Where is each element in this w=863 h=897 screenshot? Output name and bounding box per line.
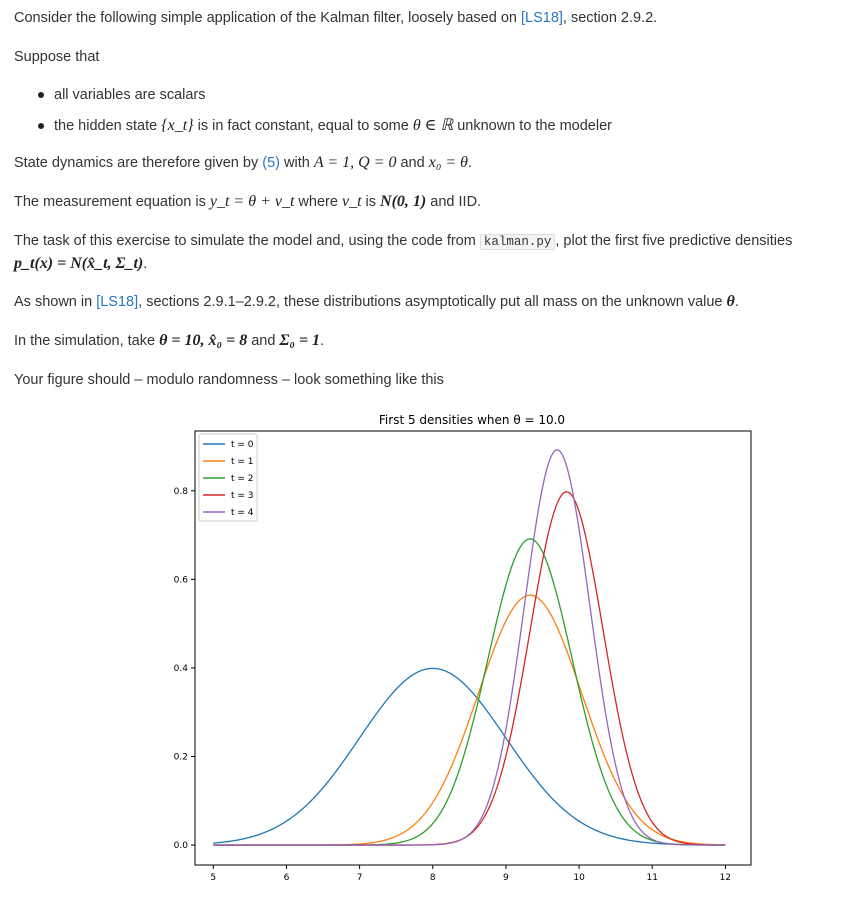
simulation-paragraph: In the simulation, take θ = 10, x̂₀ = 8 … <box>14 331 324 351</box>
x-axis: 5 6 7 8 9 10 11 12 <box>210 865 731 883</box>
legend-label: t = 0 <box>231 440 254 450</box>
math-normal: N(0, 1) <box>380 193 427 210</box>
x-tick-label: 11 <box>647 873 658 883</box>
dynamics-text-middle: with <box>279 155 314 171</box>
task-text: The task of this exercise to simulate th… <box>14 233 480 249</box>
task-end: . <box>143 256 148 272</box>
list-item: the hidden state {x_t} is in fact consta… <box>38 116 612 136</box>
math-measurement-eq: y_t = θ + v_t <box>209 193 295 210</box>
math-x0: x₀ = θ <box>428 154 469 171</box>
series-lines <box>213 449 726 846</box>
simulation-text: In the simulation, take <box>14 333 160 349</box>
measurement-end: and IID. <box>426 194 482 210</box>
x-tick-label: 10 <box>573 873 585 883</box>
asymptotic-paragraph: As shown in [LS18], sections 2.9.1–2.9.2… <box>14 292 739 312</box>
simulation-and: and <box>247 333 280 349</box>
x-tick-label: 12 <box>720 873 731 883</box>
dynamics-paragraph: State dynamics are therefore given by (5… <box>14 153 472 173</box>
intro-text-end: , section 2.9.2. <box>562 10 658 26</box>
measurement-is: is <box>361 194 381 210</box>
measurement-text: The measurement equation is <box>14 194 210 210</box>
math-theta-in-reals: θ ∈ ℝ <box>412 117 454 134</box>
y-axis: 0.0 0.2 0.4 0.6 0.8 <box>174 487 195 851</box>
legend-box <box>198 433 258 522</box>
bullet-text-end: unknown to the modeler <box>453 118 612 134</box>
bullet-text: the hidden state <box>54 118 162 134</box>
math-theta-x0: θ = 10, x̂₀ = 8 <box>159 332 248 349</box>
task-text-end: , plot the first five predictive densiti… <box>555 233 793 249</box>
bullet-icon <box>38 123 44 129</box>
list-item: all variables are scalars <box>38 85 206 105</box>
measurement-paragraph: The measurement equation is y_t = θ + v_… <box>14 192 481 212</box>
series-line-t0 <box>213 667 726 846</box>
measurement-where: where <box>294 194 342 210</box>
intro-paragraph: Consider the following simple applicatio… <box>14 8 657 28</box>
math-theta: θ <box>726 293 735 310</box>
legend: t = 0 t = 1 t = 2 t = 3 t = 4 <box>198 433 258 522</box>
intro-text: Consider the following simple applicatio… <box>14 10 521 26</box>
task-paragraph: The task of this exercise to simulate th… <box>14 231 792 252</box>
legend-label: t = 4 <box>231 508 254 518</box>
legend-label: t = 1 <box>231 457 254 467</box>
suppose-paragraph: Suppose that <box>14 49 100 65</box>
y-tick-label: 0.8 <box>174 487 189 497</box>
ref-link-ls18-2[interactable]: [LS18] <box>96 294 139 310</box>
y-tick-label: 0.0 <box>174 841 189 851</box>
legend-label: t = 3 <box>231 491 254 501</box>
dynamics-text: State dynamics are therefore given by <box>14 155 263 171</box>
plot-area <box>194 430 752 866</box>
dynamics-and: and <box>396 155 429 171</box>
math-hidden-state: {x_t} <box>161 117 194 134</box>
asymptotic-end: . <box>734 294 739 310</box>
simulation-end: . <box>320 333 325 349</box>
bullet-text-middle: is in fact constant, equal to some <box>193 118 413 134</box>
math-predictive-density: p_t(x) = N(x̂_t, Σ_t) <box>14 255 144 272</box>
bullet-text: all variables are scalars <box>54 87 206 103</box>
equation-link-5[interactable]: (5) <box>262 155 280 171</box>
math-vt: v_t <box>341 193 362 210</box>
asymptotic-text: As shown in <box>14 294 97 310</box>
task-math-line: p_t(x) = N(x̂_t, Σ_t). <box>14 254 147 274</box>
x-tick-label: 7 <box>357 873 363 883</box>
legend-label: t = 2 <box>231 474 254 484</box>
x-tick-label: 8 <box>430 873 436 883</box>
x-tick-label: 6 <box>284 873 290 883</box>
series-line-t4 <box>213 449 726 846</box>
dynamics-end: . <box>468 155 473 171</box>
asymptotic-text-middle: , sections 2.9.1–2.9.2, these distributi… <box>138 294 727 310</box>
figure-intro-paragraph: Your figure should – modulo randomness –… <box>14 372 444 388</box>
chart-title: First 5 densities when θ = 10.0 <box>379 413 565 427</box>
math-sigma0: Σ₀ = 1 <box>279 332 321 349</box>
code-kalman-py: kalman.py <box>479 234 556 250</box>
x-tick-label: 9 <box>503 873 509 883</box>
ref-link-ls18[interactable]: [LS18] <box>520 10 563 26</box>
bullet-icon <box>38 92 44 98</box>
y-tick-label: 0.4 <box>174 664 189 674</box>
y-tick-label: 0.2 <box>174 753 188 763</box>
y-tick-label: 0.6 <box>174 575 189 585</box>
math-a-q: A = 1, Q = 0 <box>313 154 397 171</box>
x-tick-label: 5 <box>210 873 216 883</box>
